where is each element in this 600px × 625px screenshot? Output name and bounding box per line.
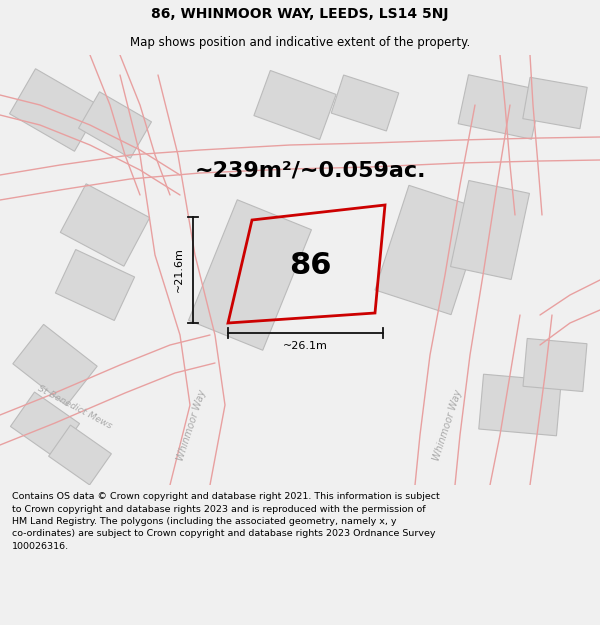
Polygon shape <box>451 181 529 279</box>
Text: Whinmoor Way: Whinmoor Way <box>176 388 208 462</box>
Text: Map shows position and indicative extent of the property.: Map shows position and indicative extent… <box>130 36 470 49</box>
Text: Contains OS data © Crown copyright and database right 2021. This information is : Contains OS data © Crown copyright and d… <box>12 492 440 551</box>
Text: 86, WHINMOOR WAY, LEEDS, LS14 5NJ: 86, WHINMOOR WAY, LEEDS, LS14 5NJ <box>151 7 449 21</box>
Polygon shape <box>10 69 100 151</box>
Polygon shape <box>479 374 561 436</box>
Polygon shape <box>55 249 134 321</box>
Text: ~239m²/~0.059ac.: ~239m²/~0.059ac. <box>194 160 426 180</box>
Polygon shape <box>61 184 149 266</box>
Text: 86: 86 <box>289 251 331 280</box>
Polygon shape <box>49 425 112 485</box>
Polygon shape <box>375 186 485 314</box>
Text: ~26.1m: ~26.1m <box>283 341 328 351</box>
Polygon shape <box>79 92 151 158</box>
Text: ~21.6m: ~21.6m <box>174 248 184 292</box>
Polygon shape <box>523 78 587 129</box>
Polygon shape <box>188 200 311 350</box>
Polygon shape <box>10 392 80 458</box>
Polygon shape <box>458 75 542 139</box>
Text: St Benedict Mews: St Benedict Mews <box>37 384 113 431</box>
Text: Whinmoor Way: Whinmoor Way <box>432 388 464 462</box>
Polygon shape <box>331 75 399 131</box>
Polygon shape <box>254 71 336 139</box>
Polygon shape <box>13 324 97 406</box>
Polygon shape <box>523 339 587 391</box>
